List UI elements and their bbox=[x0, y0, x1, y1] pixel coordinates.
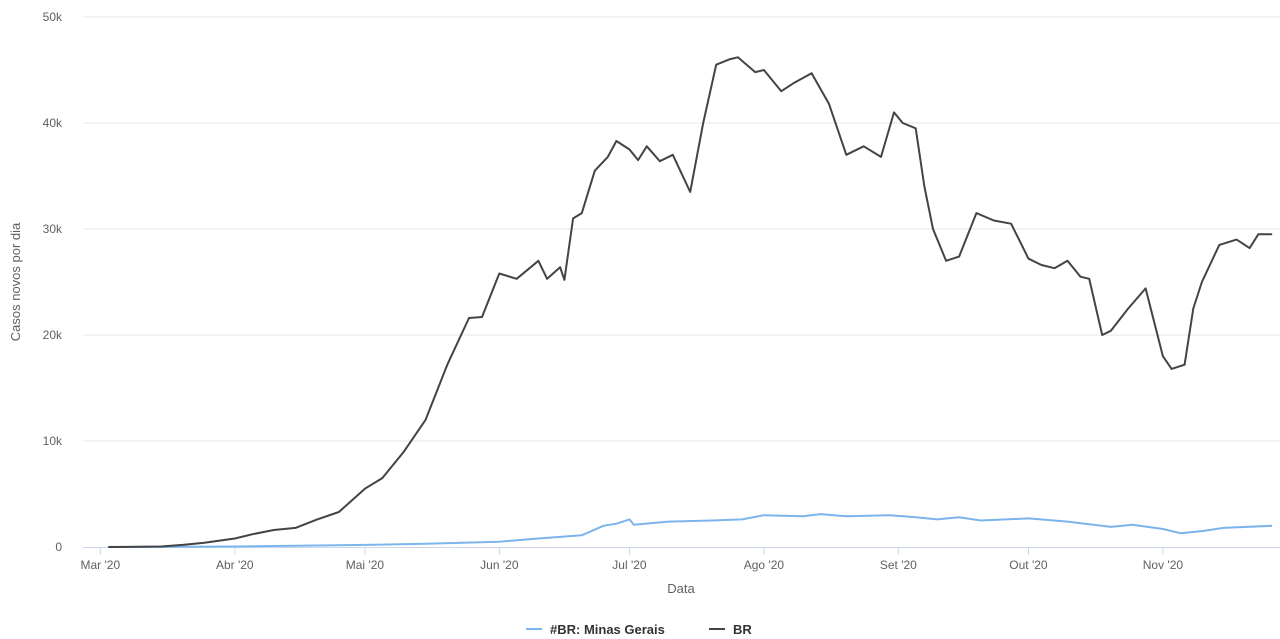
x-tick-label: Nov '20 bbox=[1143, 558, 1184, 572]
x-tick-label: Mai '20 bbox=[346, 558, 385, 572]
y-axis-title: Casos novos por dia bbox=[8, 222, 23, 341]
legend-item-br[interactable]: BR bbox=[709, 622, 752, 637]
series-line-minas-gerais bbox=[108, 513, 1273, 548]
x-axis-ticks: Mar '20 Abr '20 Mai '20 Jun '20 Jul '20 Ago '… bbox=[81, 547, 1184, 572]
series-lines bbox=[108, 56, 1273, 548]
y-tick-label: 0 bbox=[55, 540, 62, 554]
y-tick-label: 30k bbox=[43, 222, 63, 236]
y-tick-label: 50k bbox=[43, 10, 63, 24]
x-tick-label: Abr '20 bbox=[216, 558, 254, 572]
legend-label: BR bbox=[733, 622, 752, 637]
x-tick-label: Out '20 bbox=[1009, 558, 1048, 572]
x-tick-label: Ago '20 bbox=[744, 558, 785, 572]
legend-item-minas-gerais[interactable]: #BR: Minas Gerais bbox=[526, 622, 665, 637]
series-line-br bbox=[108, 56, 1273, 548]
x-tick-label: Set '20 bbox=[880, 558, 917, 572]
x-tick-label: Mar '20 bbox=[81, 558, 121, 572]
y-axis-tick-labels: 0 10k 20k 30k 40k 50k bbox=[43, 10, 63, 554]
y-tick-label: 10k bbox=[43, 434, 63, 448]
y-tick-label: 40k bbox=[43, 116, 63, 130]
legend-label: #BR: Minas Gerais bbox=[550, 622, 665, 637]
y-tick-label: 20k bbox=[43, 328, 63, 342]
x-tick-label: Jun '20 bbox=[480, 558, 519, 572]
x-axis-title: Data bbox=[667, 581, 695, 596]
legend[interactable]: #BR: Minas Gerais BR bbox=[526, 622, 752, 637]
x-tick-label: Jul '20 bbox=[612, 558, 647, 572]
gridlines bbox=[83, 16, 1280, 442]
